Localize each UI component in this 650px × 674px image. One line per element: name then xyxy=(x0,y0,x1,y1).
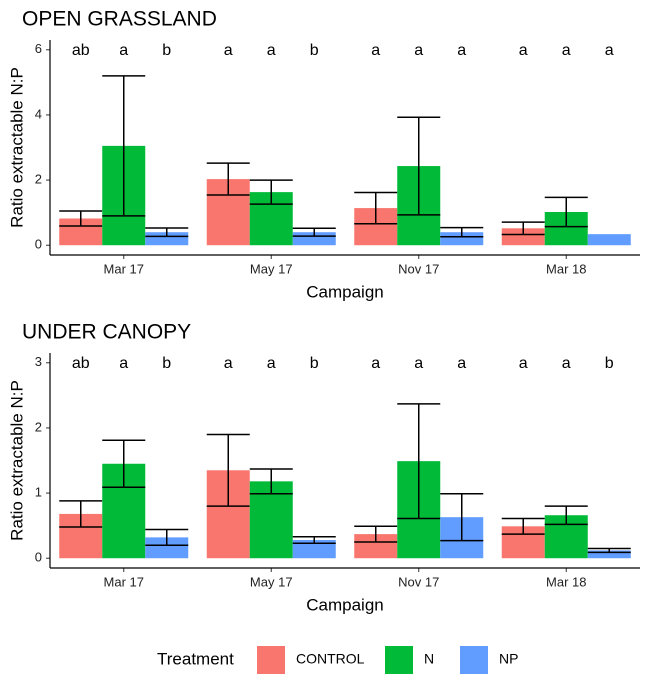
legend-label: CONTROL xyxy=(296,651,365,667)
significance-letter: a xyxy=(414,355,423,372)
significance-letter: a xyxy=(119,42,128,59)
significance-letter: a xyxy=(371,355,380,372)
legend-title: Treatment xyxy=(157,649,234,668)
x-tick-label: Nov 17 xyxy=(398,261,439,276)
significance-letter: a xyxy=(224,42,233,59)
significance-letter: a xyxy=(605,42,614,59)
y-tick-label: 2 xyxy=(35,172,42,187)
significance-letter: b xyxy=(605,355,614,372)
y-tick-label: 6 xyxy=(35,41,42,56)
error-bar xyxy=(292,535,336,544)
error-bar xyxy=(544,505,588,526)
error-bar xyxy=(354,525,398,543)
error-bar xyxy=(102,75,146,217)
y-axis-title: Ratio extractable N:P xyxy=(7,67,26,228)
error-bar xyxy=(544,196,588,228)
error-bar xyxy=(59,210,103,227)
y-tick-label: 3 xyxy=(35,354,42,369)
bar xyxy=(292,539,336,559)
error-bar xyxy=(249,468,293,495)
y-tick-label: 4 xyxy=(35,106,42,121)
bar xyxy=(587,550,631,559)
significance-letter: a xyxy=(224,355,233,372)
error-bar xyxy=(501,221,545,236)
error-bar xyxy=(501,517,545,535)
significance-letter: a xyxy=(457,355,466,372)
significance-letter: b xyxy=(162,355,171,372)
y-axis-title: Ratio extractable N:P xyxy=(7,380,26,541)
significance-letter: ab xyxy=(72,42,90,59)
legend-key xyxy=(257,646,285,674)
significance-letter: a xyxy=(414,42,423,59)
significance-letter: a xyxy=(371,42,380,59)
significance-letter: b xyxy=(310,42,319,59)
error-bar xyxy=(397,116,441,216)
error-bar xyxy=(145,528,189,546)
error-bar xyxy=(397,403,441,520)
bar xyxy=(145,232,189,246)
error-bar xyxy=(59,500,103,528)
bar xyxy=(587,234,631,246)
x-tick-label: Mar 18 xyxy=(546,574,586,589)
y-tick-label: 0 xyxy=(35,550,42,565)
error-bar xyxy=(102,439,146,488)
panel-title: UNDER CANOPY xyxy=(22,321,191,344)
error-bar xyxy=(249,179,293,205)
error-bar xyxy=(440,226,484,238)
x-tick-label: Nov 17 xyxy=(398,574,439,589)
error-bar xyxy=(587,547,631,554)
significance-letter: a xyxy=(267,355,276,372)
x-tick-label: Mar 18 xyxy=(546,261,586,276)
x-axis-title: Campaign xyxy=(306,595,384,614)
y-tick-label: 1 xyxy=(35,485,42,500)
error-bar xyxy=(292,227,336,237)
y-tick-label: 2 xyxy=(35,419,42,434)
x-tick-label: Mar 17 xyxy=(104,261,144,276)
legend-key xyxy=(460,646,488,674)
significance-letter: a xyxy=(562,355,571,372)
significance-letter: ab xyxy=(72,355,90,372)
error-bar xyxy=(354,191,398,225)
error-bar xyxy=(206,162,250,196)
x-tick-label: May 17 xyxy=(250,574,293,589)
significance-letter: a xyxy=(457,42,466,59)
y-tick-label: 0 xyxy=(35,237,42,252)
error-bar xyxy=(145,227,189,238)
error-bar xyxy=(440,492,484,542)
significance-letter: b xyxy=(162,42,171,59)
significance-letter: a xyxy=(119,355,128,372)
significance-letter: a xyxy=(562,42,571,59)
bar xyxy=(440,232,484,246)
x-axis-title: Campaign xyxy=(306,282,384,301)
x-tick-label: May 17 xyxy=(250,261,293,276)
legend-label: NP xyxy=(499,651,518,667)
significance-letter: b xyxy=(310,355,319,372)
bar xyxy=(145,537,189,559)
panel-title: OPEN GRASSLAND xyxy=(22,8,217,31)
significance-letter: a xyxy=(267,42,276,59)
significance-letter: a xyxy=(519,355,528,372)
legend-key xyxy=(385,646,413,674)
error-bar xyxy=(206,433,250,507)
x-tick-label: Mar 17 xyxy=(104,574,144,589)
legend-label: N xyxy=(424,651,434,667)
bar xyxy=(501,228,545,246)
significance-letter: a xyxy=(519,42,528,59)
